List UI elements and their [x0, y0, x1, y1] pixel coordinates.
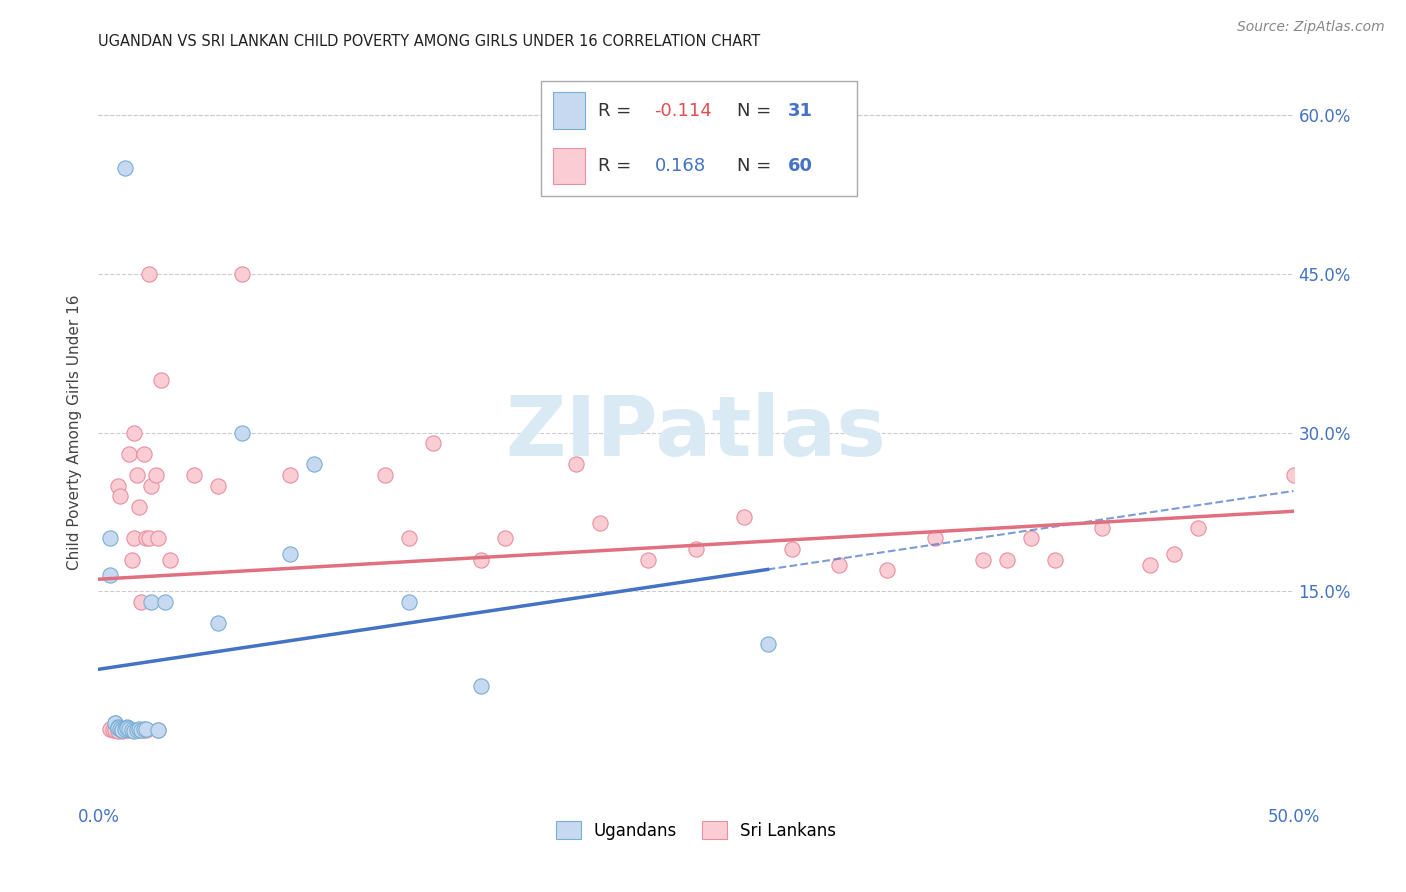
Point — [155, 595, 177, 609]
Point — [756, 637, 779, 651]
Point — [780, 541, 803, 556]
Point — [124, 532, 146, 546]
Point — [125, 723, 148, 737]
Point — [107, 723, 129, 738]
Point — [278, 547, 301, 561]
Point — [207, 478, 229, 492]
Point — [995, 552, 1018, 566]
Point — [131, 723, 153, 737]
Point — [278, 467, 301, 482]
Point — [138, 532, 160, 546]
Point — [139, 595, 162, 609]
Point — [494, 532, 516, 546]
Point — [231, 267, 253, 281]
Point — [107, 720, 129, 734]
Point — [565, 458, 588, 472]
Point — [108, 722, 131, 736]
Point — [108, 489, 131, 503]
Point — [98, 568, 122, 582]
Point — [183, 467, 205, 482]
Point — [118, 723, 141, 737]
Point — [207, 615, 229, 630]
Point — [115, 721, 138, 735]
Point — [121, 723, 143, 737]
Point — [135, 722, 157, 736]
Point — [398, 595, 420, 609]
Point — [589, 516, 612, 530]
Point — [111, 723, 134, 737]
Point — [135, 532, 157, 546]
Point — [124, 723, 146, 738]
Point — [128, 722, 150, 736]
Point — [114, 161, 136, 176]
Point — [114, 722, 136, 736]
Text: ZIPatlas: ZIPatlas — [506, 392, 886, 473]
Point — [138, 267, 160, 281]
Point — [118, 722, 141, 736]
Point — [132, 447, 155, 461]
Point — [121, 723, 143, 737]
Legend: Ugandans, Sri Lankans: Ugandans, Sri Lankans — [548, 814, 844, 847]
Point — [637, 552, 659, 566]
Point — [128, 500, 150, 514]
Point — [115, 723, 138, 737]
Point — [398, 532, 420, 546]
Point — [470, 680, 492, 694]
Point — [159, 552, 181, 566]
Point — [685, 541, 707, 556]
Point — [924, 532, 946, 546]
Point — [972, 552, 994, 566]
Point — [231, 425, 253, 440]
Point — [114, 722, 136, 736]
Point — [1163, 547, 1185, 561]
Point — [1019, 532, 1042, 546]
Text: UGANDAN VS SRI LANKAN CHILD POVERTY AMONG GIRLS UNDER 16 CORRELATION CHART: UGANDAN VS SRI LANKAN CHILD POVERTY AMON… — [98, 34, 761, 49]
Point — [101, 723, 124, 737]
Point — [104, 716, 127, 731]
Point — [118, 447, 141, 461]
Point — [422, 436, 444, 450]
Point — [1091, 521, 1114, 535]
Point — [131, 595, 153, 609]
Point — [733, 510, 755, 524]
Point — [115, 720, 138, 734]
Point — [132, 723, 155, 737]
Point — [104, 723, 127, 737]
Point — [139, 478, 162, 492]
Point — [1139, 558, 1161, 572]
Point — [470, 552, 492, 566]
Point — [121, 552, 143, 566]
Point — [111, 723, 134, 738]
Point — [302, 458, 325, 472]
Point — [98, 722, 122, 736]
Point — [148, 723, 170, 737]
Point — [131, 723, 153, 737]
Point — [148, 532, 170, 546]
Point — [1043, 552, 1066, 566]
Point — [374, 467, 396, 482]
Point — [107, 721, 129, 735]
Point — [148, 723, 170, 737]
Point — [132, 722, 155, 736]
Y-axis label: Child Poverty Among Girls Under 16: Child Poverty Among Girls Under 16 — [67, 295, 83, 570]
Point — [98, 532, 122, 546]
Text: Source: ZipAtlas.com: Source: ZipAtlas.com — [1237, 20, 1385, 34]
Point — [876, 563, 898, 577]
Point — [135, 723, 157, 737]
Point — [828, 558, 851, 572]
Point — [125, 467, 148, 482]
Point — [145, 467, 167, 482]
Point — [125, 723, 148, 737]
Point — [1282, 467, 1305, 482]
Point — [107, 478, 129, 492]
Point — [149, 373, 172, 387]
Point — [111, 723, 134, 737]
Point — [104, 716, 127, 731]
Point — [111, 723, 134, 737]
Point — [124, 425, 146, 440]
Point — [1187, 521, 1209, 535]
